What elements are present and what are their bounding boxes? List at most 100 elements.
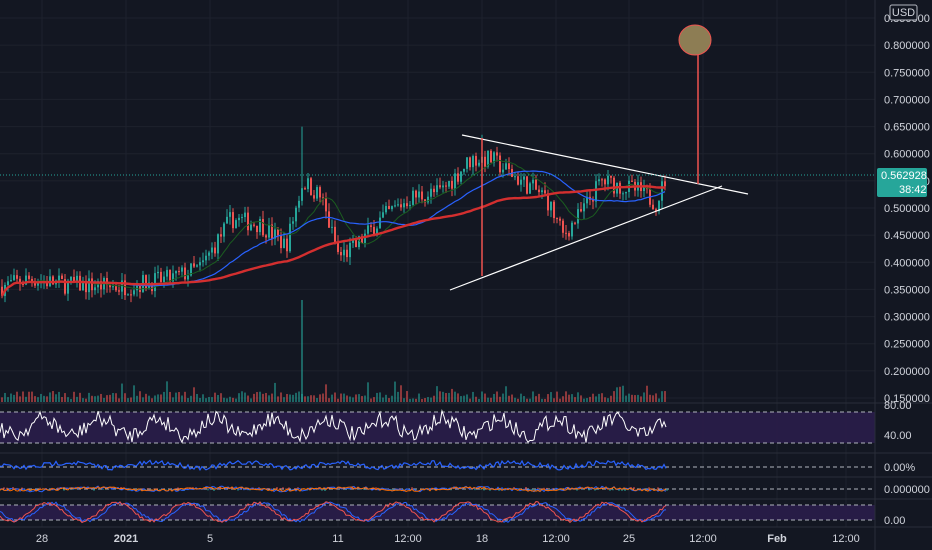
- volume-bar: [25, 396, 27, 402]
- candle-body: [475, 156, 477, 166]
- macd-hist-bar: [588, 489, 590, 491]
- volume-bar: [181, 395, 183, 402]
- candle-body: [193, 263, 195, 267]
- candle-body: [529, 183, 531, 194]
- volume-bar: [172, 397, 174, 402]
- rsi-upper-label: 80.00: [884, 400, 912, 412]
- candle-body: [451, 180, 453, 189]
- macd-hist-bar: [57, 487, 59, 489]
- candle-body: [592, 199, 594, 202]
- candle-body: [460, 171, 462, 182]
- volume-bar: [193, 387, 195, 402]
- volume-bar: [598, 393, 600, 402]
- candle-body: [241, 217, 243, 219]
- time-tick-label: 18: [476, 533, 488, 545]
- candle-body: [643, 185, 645, 192]
- volume-bar: [247, 395, 249, 402]
- price-tick-label: 0.150000: [884, 393, 930, 405]
- triangle-upper-line: [461, 134, 749, 195]
- macd-hist-bar: [480, 489, 482, 490]
- candle-body: [313, 195, 315, 199]
- candle-body: [133, 290, 135, 295]
- candle-body: [523, 176, 525, 180]
- macd-hist-bar: [177, 487, 179, 489]
- macd-hist-bar: [363, 489, 365, 490]
- candle-body: [493, 152, 495, 163]
- volume-bar: [577, 392, 579, 402]
- candle-body: [436, 185, 438, 193]
- candle-body: [181, 267, 183, 272]
- volume-bar: [610, 395, 612, 402]
- volume-bar: [571, 394, 573, 402]
- volume-bar: [76, 396, 78, 402]
- volume-bar: [406, 391, 408, 402]
- volume-bar: [346, 395, 348, 402]
- volume-bar: [439, 391, 441, 402]
- macd-hist-bar: [594, 489, 596, 491]
- time-tick-label: 12:00: [542, 533, 570, 545]
- countdown-value: 38:42: [899, 184, 927, 196]
- volume-bar: [295, 392, 297, 402]
- volume-bar: [544, 398, 546, 402]
- candle-body: [319, 187, 321, 198]
- macd-hist-bar: [39, 487, 41, 489]
- candle-body: [88, 278, 90, 293]
- volume-bar: [526, 398, 528, 402]
- volume-bar: [214, 392, 216, 402]
- candle-body: [349, 242, 351, 258]
- macd-hist-bar: [666, 489, 668, 491]
- volume-bar: [37, 397, 39, 402]
- candle-body: [403, 203, 405, 208]
- time-tick-label: 12:00: [394, 533, 422, 545]
- candle-body: [379, 217, 381, 229]
- candle-body: [1, 286, 3, 296]
- volume-bar: [487, 397, 489, 402]
- volume-bar: [61, 397, 63, 402]
- volume-bar: [481, 391, 483, 402]
- volume-bar: [232, 397, 234, 402]
- volume-bar: [1, 397, 3, 402]
- volume-bar: [664, 391, 666, 402]
- candle-body: [427, 196, 429, 203]
- candle-body: [154, 273, 156, 292]
- candle-body: [298, 200, 300, 208]
- price-axis[interactable]: 0.8500000.8000000.7500000.7000000.650000…: [884, 13, 930, 405]
- volume-bar: [511, 394, 513, 402]
- macd-hist-bar: [6, 487, 8, 489]
- volume-bar: [7, 397, 9, 402]
- macd-hist-bar: [483, 489, 485, 491]
- volume-bar: [337, 398, 339, 402]
- currency-badge[interactable]: [889, 4, 918, 21]
- candle-body: [469, 157, 471, 168]
- macd-label: 0.000000: [884, 484, 930, 496]
- candle-body: [412, 190, 414, 205]
- candle-body: [598, 179, 600, 182]
- macd-hist-bar: [282, 487, 284, 489]
- stoch-k-line: [0, 501, 667, 523]
- triangle-lower-line: [449, 185, 723, 291]
- candle-body: [322, 197, 324, 199]
- volume-bar: [454, 391, 456, 402]
- macd-hist-bar: [207, 489, 209, 491]
- volume-bar: [358, 394, 360, 402]
- volume-bar: [601, 393, 603, 402]
- candle-body: [28, 275, 30, 279]
- time-axis[interactable]: 28 2021 5 11 12:00 18 12:00 25 12:00 Feb 12:00: [36, 533, 860, 545]
- volume-bar: [352, 397, 354, 402]
- candle-body: [100, 281, 102, 290]
- volume-bar: [331, 394, 333, 402]
- candle-body: [139, 285, 141, 292]
- candle-body: [208, 252, 210, 256]
- volume-bar: [4, 392, 6, 402]
- volume-bar: [556, 391, 558, 402]
- volume-bar: [238, 393, 240, 402]
- price-tick-label: 0.650000: [884, 122, 930, 134]
- macd-hist-bar: [513, 487, 515, 489]
- candle-body: [289, 223, 291, 252]
- volume-bar: [658, 398, 660, 402]
- candle-body: [226, 216, 228, 224]
- volume-bar: [580, 395, 582, 402]
- volume-bar: [364, 395, 366, 402]
- volume-bar: [244, 392, 246, 402]
